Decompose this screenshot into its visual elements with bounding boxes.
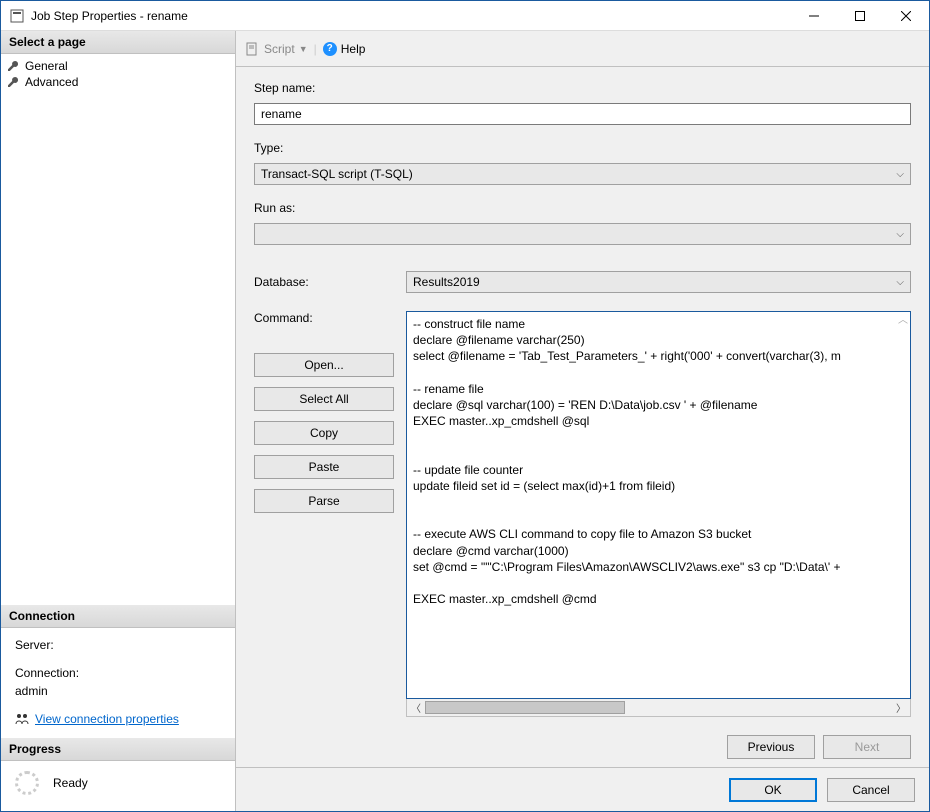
next-button[interactable]: Next xyxy=(823,735,911,759)
help-label: Help xyxy=(341,42,366,56)
open-button[interactable]: Open... xyxy=(254,353,394,377)
server-label: Server: xyxy=(15,636,225,654)
scroll-up-icon[interactable]: ︿ xyxy=(898,314,908,328)
command-label: Command: xyxy=(254,311,394,325)
cancel-button[interactable]: Cancel xyxy=(827,778,915,802)
select-all-button[interactable]: Select All xyxy=(254,387,394,411)
horizontal-scrollbar[interactable]: 〈 〉 xyxy=(406,699,911,717)
parse-button[interactable]: Parse xyxy=(254,489,394,513)
progress-spinner-icon xyxy=(15,771,39,795)
progress-status: Ready xyxy=(53,776,88,790)
command-text: -- construct file name declare @filename… xyxy=(413,317,841,606)
window: Job Step Properties - rename Select a pa… xyxy=(0,0,930,812)
sidebar-item-advanced[interactable]: Advanced xyxy=(7,74,229,90)
scrollbar-thumb[interactable] xyxy=(425,701,625,714)
command-textarea[interactable]: ︿ -- construct file name declare @filenam… xyxy=(406,311,911,699)
connection-body: Server: Connection: admin View connectio… xyxy=(1,628,235,738)
people-icon xyxy=(15,713,29,725)
maximize-button[interactable] xyxy=(837,1,883,31)
run-as-select[interactable]: ⌵ xyxy=(254,223,911,245)
main: Script ▼ | ? Help Step name: Type: Trans… xyxy=(236,31,929,811)
app-icon xyxy=(9,8,25,24)
step-name-label: Step name: xyxy=(254,81,911,95)
select-page-header: Select a page xyxy=(1,31,235,54)
minimize-button[interactable] xyxy=(791,1,837,31)
type-value: Transact-SQL script (T-SQL) xyxy=(261,167,413,181)
type-label: Type: xyxy=(254,141,911,155)
paste-button[interactable]: Paste xyxy=(254,455,394,479)
copy-button[interactable]: Copy xyxy=(254,421,394,445)
close-button[interactable] xyxy=(883,1,929,31)
database-value: Results2019 xyxy=(413,275,480,289)
sidebar-item-general[interactable]: General xyxy=(7,58,229,74)
ok-button[interactable]: OK xyxy=(729,778,817,802)
view-connection-properties-link[interactable]: View connection properties xyxy=(15,710,225,728)
view-connection-properties-text: View connection properties xyxy=(35,710,179,728)
content: Step name: Type: Transact-SQL script (T-… xyxy=(236,67,929,767)
chevron-down-icon: ⌵ xyxy=(896,169,904,180)
wrench-icon xyxy=(7,60,19,72)
connection-label: Connection: xyxy=(15,664,225,682)
sidebar: Select a page General Advanced Connectio… xyxy=(1,31,236,811)
window-buttons xyxy=(791,1,929,31)
titlebar: Job Step Properties - rename xyxy=(1,1,929,31)
help-icon: ? xyxy=(323,42,337,56)
window-title: Job Step Properties - rename xyxy=(31,9,791,23)
step-name-input[interactable] xyxy=(254,103,911,125)
sidebar-item-label: Advanced xyxy=(25,75,78,89)
sidebar-item-label: General xyxy=(25,59,68,73)
connection-value: admin xyxy=(15,682,225,700)
previous-button[interactable]: Previous xyxy=(727,735,815,759)
wrench-icon xyxy=(7,76,19,88)
dropdown-arrow-icon: ▼ xyxy=(299,44,308,54)
help-button[interactable]: ? Help xyxy=(323,42,366,56)
run-as-label: Run as: xyxy=(254,201,911,215)
scroll-right-icon[interactable]: 〉 xyxy=(892,700,910,715)
script-label: Script xyxy=(264,42,295,56)
script-button[interactable]: Script ▼ xyxy=(244,41,308,57)
connection-header: Connection xyxy=(1,605,235,628)
scroll-left-icon[interactable]: 〈 xyxy=(407,700,425,715)
database-select[interactable]: Results2019 ⌵ xyxy=(406,271,911,293)
footer: OK Cancel xyxy=(236,767,929,811)
toolbar: Script ▼ | ? Help xyxy=(236,31,929,67)
chevron-down-icon: ⌵ xyxy=(896,277,904,288)
chevron-down-icon: ⌵ xyxy=(896,229,904,240)
type-select[interactable]: Transact-SQL script (T-SQL) ⌵ xyxy=(254,163,911,185)
progress-header: Progress xyxy=(1,738,235,761)
body: Select a page General Advanced Connectio… xyxy=(1,31,929,811)
script-icon xyxy=(244,41,260,57)
database-label: Database: xyxy=(254,275,394,289)
